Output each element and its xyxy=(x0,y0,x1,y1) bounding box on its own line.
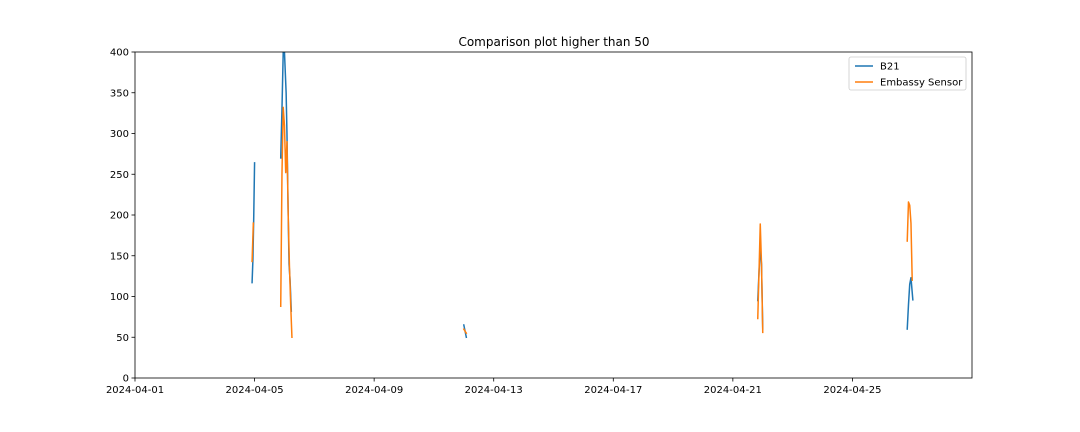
series-line-embassy-sensor xyxy=(462,328,468,335)
series-line-embassy-sensor xyxy=(251,222,255,263)
series-line-embassy-sensor xyxy=(279,106,293,339)
x-tick-label: 2024-04-21 xyxy=(704,385,762,396)
y-axis: 0 50 100 150 200 250 300 350 400 xyxy=(110,48,135,385)
series-line-embassy-sensor xyxy=(757,223,764,334)
legend-label-b21: B21 xyxy=(880,62,900,73)
y-tick-label: 300 xyxy=(110,129,129,140)
y-tick-label: 400 xyxy=(110,48,129,59)
series-layer xyxy=(251,52,914,339)
y-tick-label: 250 xyxy=(110,170,129,181)
y-tick-label: 350 xyxy=(110,88,129,99)
x-tick-label: 2024-04-17 xyxy=(584,385,642,396)
x-tick-label: 2024-04-09 xyxy=(345,385,403,396)
x-axis: 2024-04-01 2024-04-05 2024-04-09 2024-04-13… xyxy=(106,378,881,396)
legend-box xyxy=(848,56,967,91)
plot-frame xyxy=(134,51,973,379)
x-tick-label: 2024-04-13 xyxy=(465,385,523,396)
x-tick-label: 2024-04-05 xyxy=(226,385,284,396)
legend: B21 Embassy Sensor xyxy=(848,56,967,91)
series-line-embassy-sensor xyxy=(906,201,913,281)
y-tick-label: 150 xyxy=(110,251,129,262)
chart-title: Comparison plot higher than 50 xyxy=(458,35,649,49)
y-tick-label: 50 xyxy=(116,333,129,344)
x-tick-label: 2024-04-25 xyxy=(823,385,881,396)
legend-label-embassy-sensor: Embassy Sensor xyxy=(880,78,963,89)
y-tick-label: 100 xyxy=(110,292,129,303)
y-tick-label: 200 xyxy=(110,211,129,222)
x-tick-label: 2024-04-01 xyxy=(106,385,164,396)
y-tick-label: 0 xyxy=(123,374,129,385)
series-line-b21 xyxy=(906,277,914,330)
